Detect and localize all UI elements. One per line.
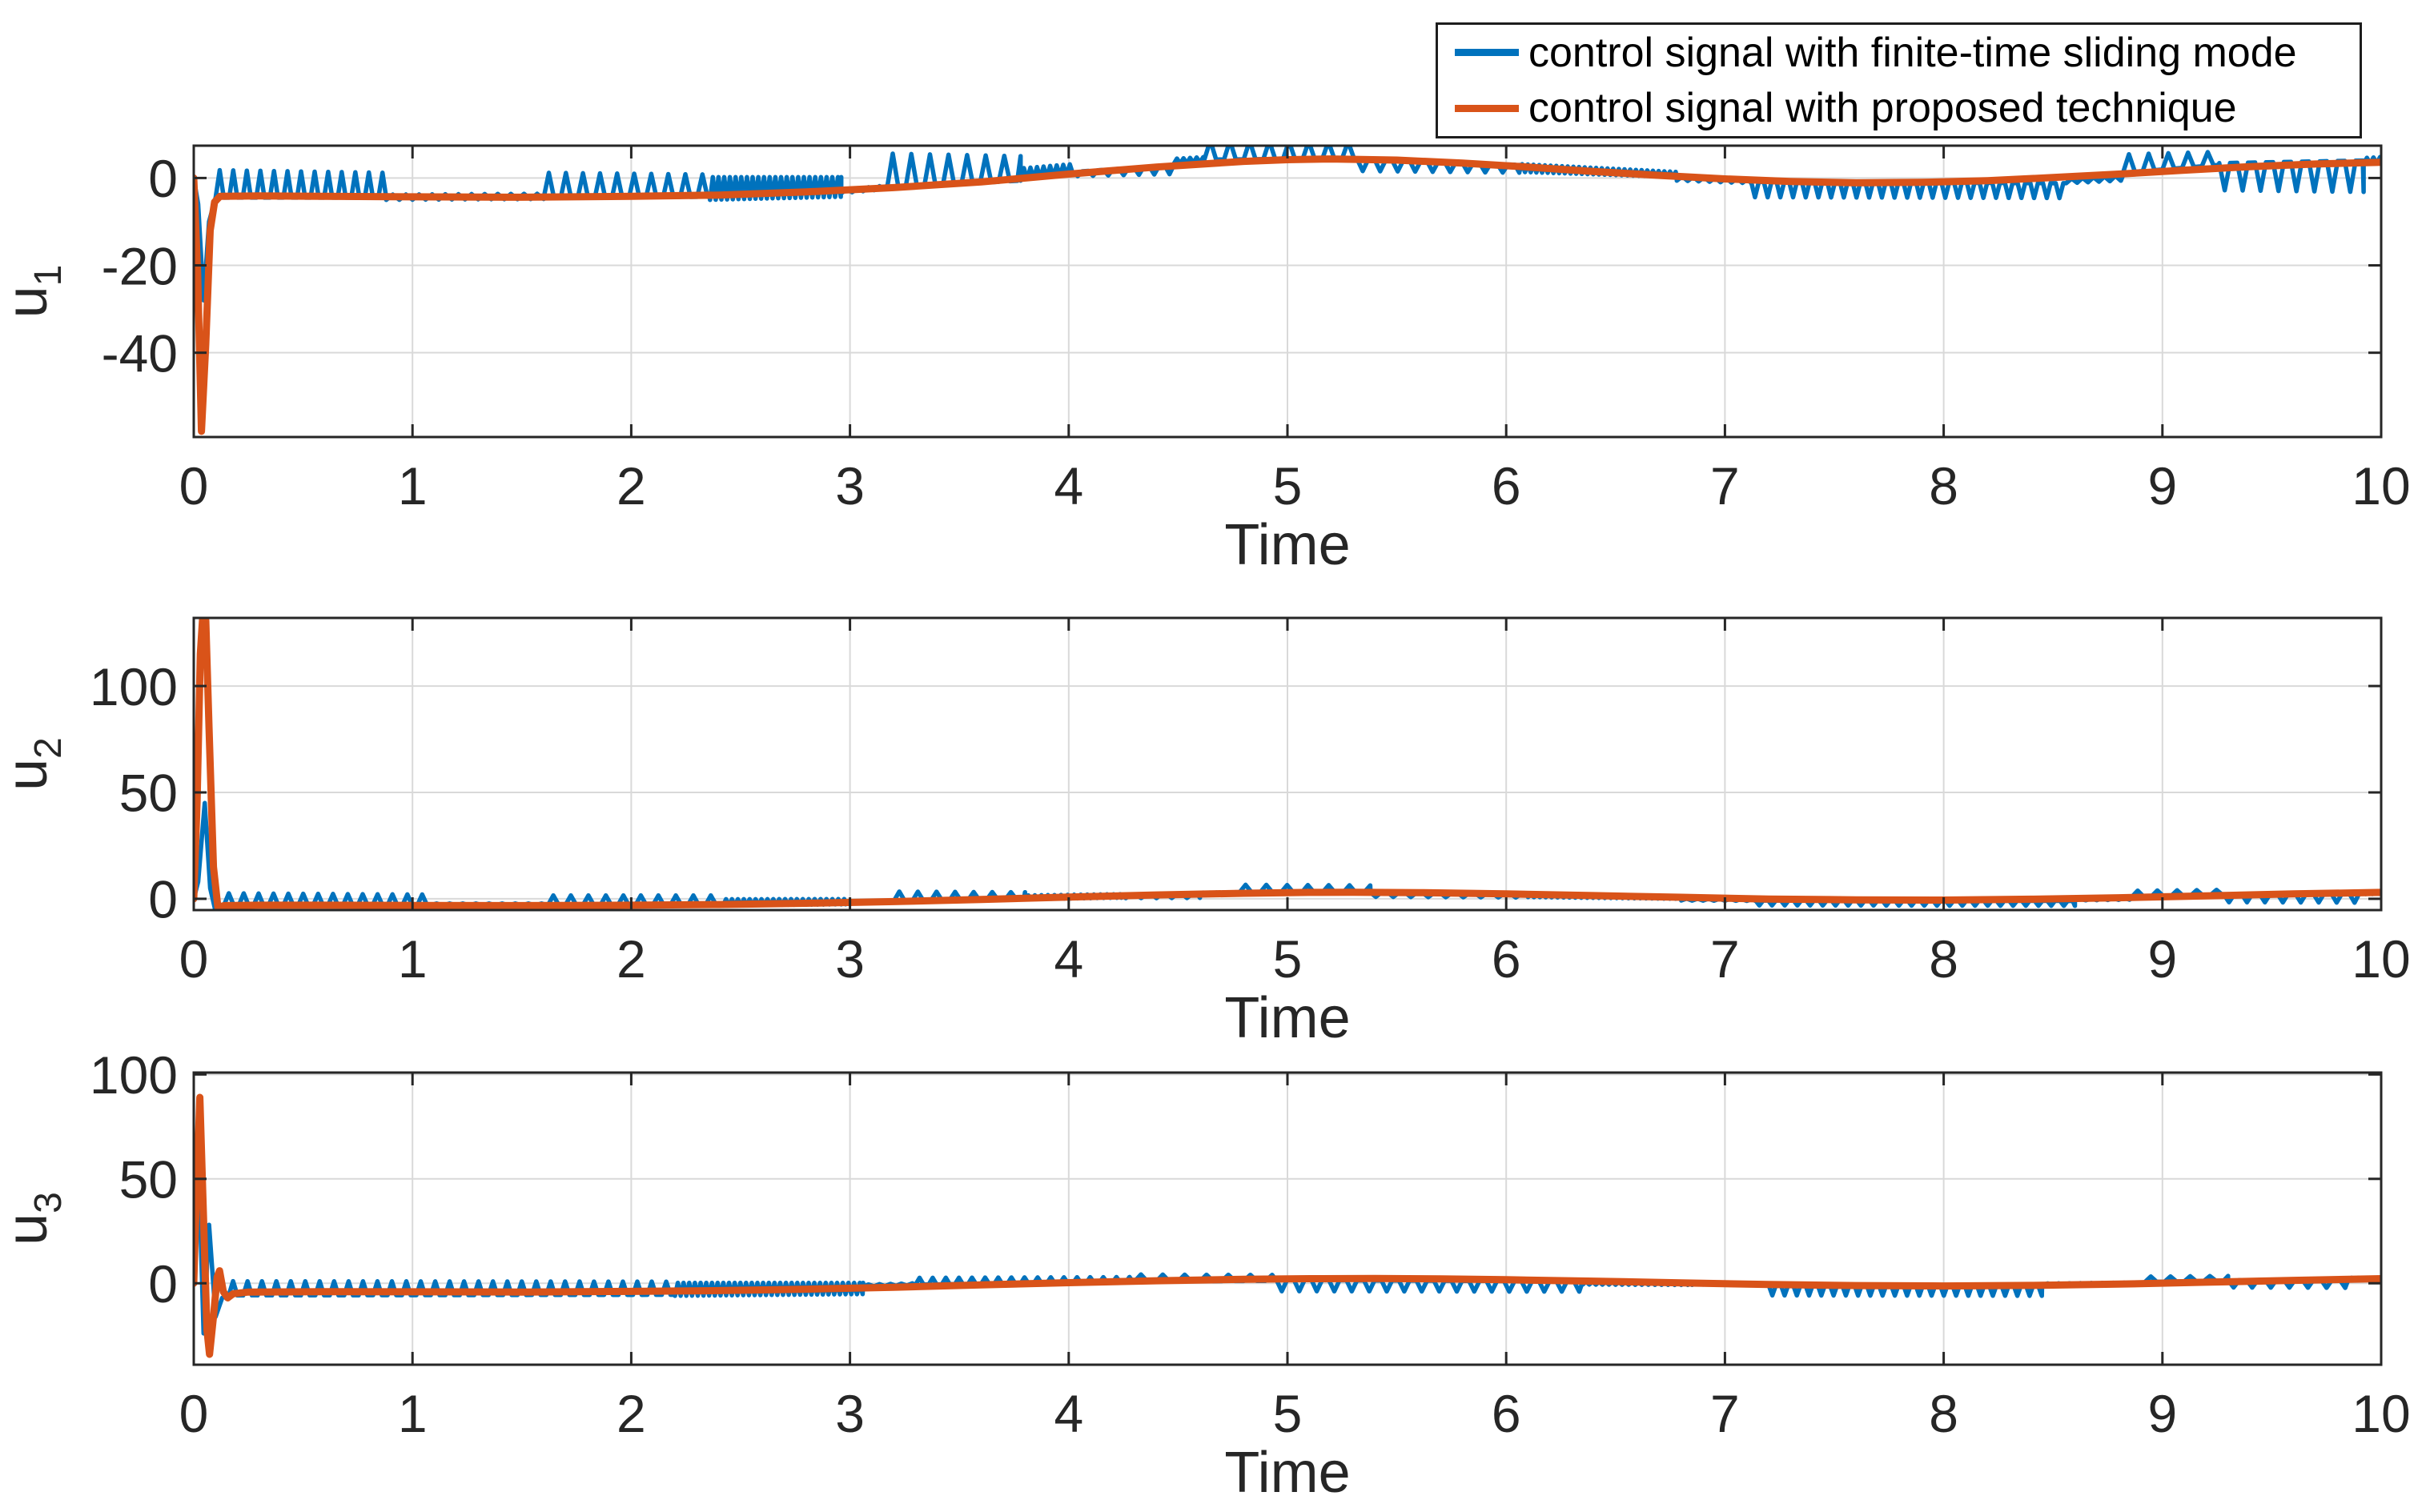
- x-tick-label: 9: [2147, 929, 2177, 989]
- tick-marks: [192, 618, 2383, 910]
- x-tick-label: 6: [1492, 456, 1521, 515]
- x-tick-label: 5: [1273, 929, 1303, 989]
- x-tick-label: 1: [398, 456, 428, 515]
- y-tick-label: 0: [148, 149, 178, 208]
- x-axis-label: Time: [1224, 986, 1350, 1050]
- x-tick-label: 10: [2352, 929, 2410, 989]
- x-tick-label: 0: [179, 1384, 209, 1443]
- y-axis-label: u3: [0, 1192, 70, 1245]
- x-tick-label: 7: [1710, 456, 1740, 515]
- x-tick-label: 3: [835, 929, 865, 989]
- x-tick-label: 9: [2147, 456, 2177, 515]
- y-tick-label: 0: [148, 1254, 178, 1313]
- series-group: [194, 618, 2381, 910]
- x-tick-label: 6: [1492, 929, 1521, 989]
- x-tick-label: 4: [1054, 1384, 1083, 1443]
- series-group: [194, 146, 2381, 435]
- grid: [194, 1073, 2381, 1365]
- y-axis-label: u1: [0, 265, 70, 319]
- x-tick-label: 4: [1054, 456, 1083, 515]
- x-tick-label: 3: [835, 1384, 865, 1443]
- tick-marks: [192, 1073, 2383, 1365]
- legend: control signal with finite-time sliding …: [1436, 22, 2362, 138]
- x-tick-label: 7: [1710, 929, 1740, 989]
- subplot-u3: 0 1 2 3 4 5 6 7 8 9 10 100 50 0 Time u3: [0, 1045, 2411, 1505]
- legend-label: control signal with proposed technique: [1528, 85, 2237, 132]
- y-tick-label: 100: [90, 1045, 178, 1105]
- x-tick-label: 3: [835, 456, 865, 515]
- x-tick-label: 5: [1273, 456, 1303, 515]
- subplot-u1: 0 1 2 3 4 5 6 7 8 9 10 0 -20 -40 Time u1: [0, 144, 2411, 577]
- x-tick-label: 8: [1929, 456, 1958, 515]
- tick-marks: [192, 146, 2383, 437]
- y-tick-label: -20: [102, 236, 178, 295]
- x-tick-label: 1: [398, 929, 428, 989]
- line-proposed-technique: [194, 1093, 2381, 1358]
- x-tick-label: 1: [398, 1384, 428, 1443]
- legend-label: control signal with finite-time sliding …: [1528, 29, 2297, 76]
- x-tick-label: 7: [1710, 1384, 1740, 1443]
- legend-line-swatch-orange: [1455, 104, 1519, 112]
- x-tick-label: 10: [2352, 1384, 2410, 1443]
- x-tick-label: 8: [1929, 929, 1958, 989]
- x-tick-label: 2: [617, 929, 646, 989]
- x-tick-label: 8: [1929, 1384, 1958, 1443]
- x-axis-label: Time: [1224, 513, 1350, 577]
- x-tick-label: 4: [1054, 929, 1083, 989]
- y-axis-label: u2: [0, 737, 70, 791]
- y-tick-label: 50: [119, 1150, 178, 1209]
- x-tick-label: 2: [617, 456, 646, 515]
- y-tick-label: 100: [90, 657, 178, 716]
- x-axis-label: Time: [1224, 1441, 1350, 1505]
- y-tick-label: 50: [119, 764, 178, 823]
- grid: [194, 146, 2381, 437]
- x-tick-label: 0: [179, 929, 209, 989]
- x-tick-label: 10: [2352, 456, 2410, 515]
- x-tick-label: 0: [179, 456, 209, 515]
- subplot-u2: 0 1 2 3 4 5 6 7 8 9 10 100 50 0 Time u2: [0, 616, 2411, 1050]
- x-tick-label: 6: [1492, 1384, 1521, 1443]
- legend-item-proposed: control signal with proposed technique: [1438, 81, 2360, 137]
- line-proposed-technique: [194, 618, 2381, 910]
- legend-item-finite-time: control signal with finite-time sliding …: [1438, 25, 2360, 81]
- y-tick-label: -40: [102, 323, 178, 383]
- line-proposed-technique: [194, 155, 2381, 435]
- grid: [194, 618, 2381, 910]
- x-tick-label: 5: [1273, 1384, 1303, 1443]
- legend-line-swatch-blue: [1455, 49, 1519, 57]
- series-group: [194, 1093, 2381, 1358]
- x-tick-label: 9: [2147, 1384, 2177, 1443]
- y-tick-label: 0: [148, 870, 178, 929]
- x-tick-label: 2: [617, 1384, 646, 1443]
